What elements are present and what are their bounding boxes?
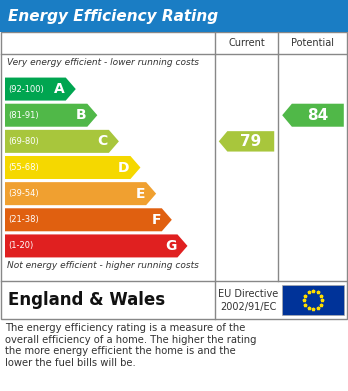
- Polygon shape: [5, 77, 76, 100]
- Polygon shape: [5, 182, 156, 205]
- Text: (1-20): (1-20): [8, 241, 33, 250]
- Text: The energy efficiency rating is a measure of the
overall efficiency of a home. T: The energy efficiency rating is a measur…: [5, 323, 256, 368]
- Bar: [282, 285, 344, 315]
- Polygon shape: [5, 235, 188, 257]
- Text: B: B: [76, 108, 86, 122]
- Text: Not energy efficient - higher running costs: Not energy efficient - higher running co…: [7, 261, 199, 270]
- Text: 2002/91/EC: 2002/91/EC: [220, 302, 277, 312]
- Text: A: A: [54, 82, 65, 96]
- Text: EU Directive: EU Directive: [219, 289, 279, 299]
- Polygon shape: [282, 104, 344, 127]
- Text: D: D: [118, 160, 129, 174]
- Text: F: F: [151, 213, 161, 227]
- Polygon shape: [5, 208, 172, 231]
- Bar: [1, 32, 347, 319]
- Text: 79: 79: [240, 134, 261, 149]
- Text: (55-68): (55-68): [8, 163, 39, 172]
- Bar: [0, 0, 348, 32]
- Polygon shape: [5, 130, 119, 153]
- Text: (81-91): (81-91): [8, 111, 39, 120]
- Text: (39-54): (39-54): [8, 189, 39, 198]
- Text: Very energy efficient - lower running costs: Very energy efficient - lower running co…: [7, 58, 199, 67]
- Text: (21-38): (21-38): [8, 215, 39, 224]
- Text: Current: Current: [228, 38, 265, 48]
- Polygon shape: [219, 131, 274, 152]
- Text: E: E: [136, 187, 145, 201]
- Text: (92-100): (92-100): [8, 84, 44, 93]
- Text: 84: 84: [307, 108, 329, 123]
- Text: (69-80): (69-80): [8, 137, 39, 146]
- Text: G: G: [165, 239, 176, 253]
- Polygon shape: [5, 104, 97, 127]
- Text: Energy Efficiency Rating: Energy Efficiency Rating: [8, 9, 218, 23]
- Polygon shape: [5, 156, 141, 179]
- Text: C: C: [98, 135, 108, 148]
- Text: Potential: Potential: [292, 38, 334, 48]
- Text: England & Wales: England & Wales: [8, 291, 165, 309]
